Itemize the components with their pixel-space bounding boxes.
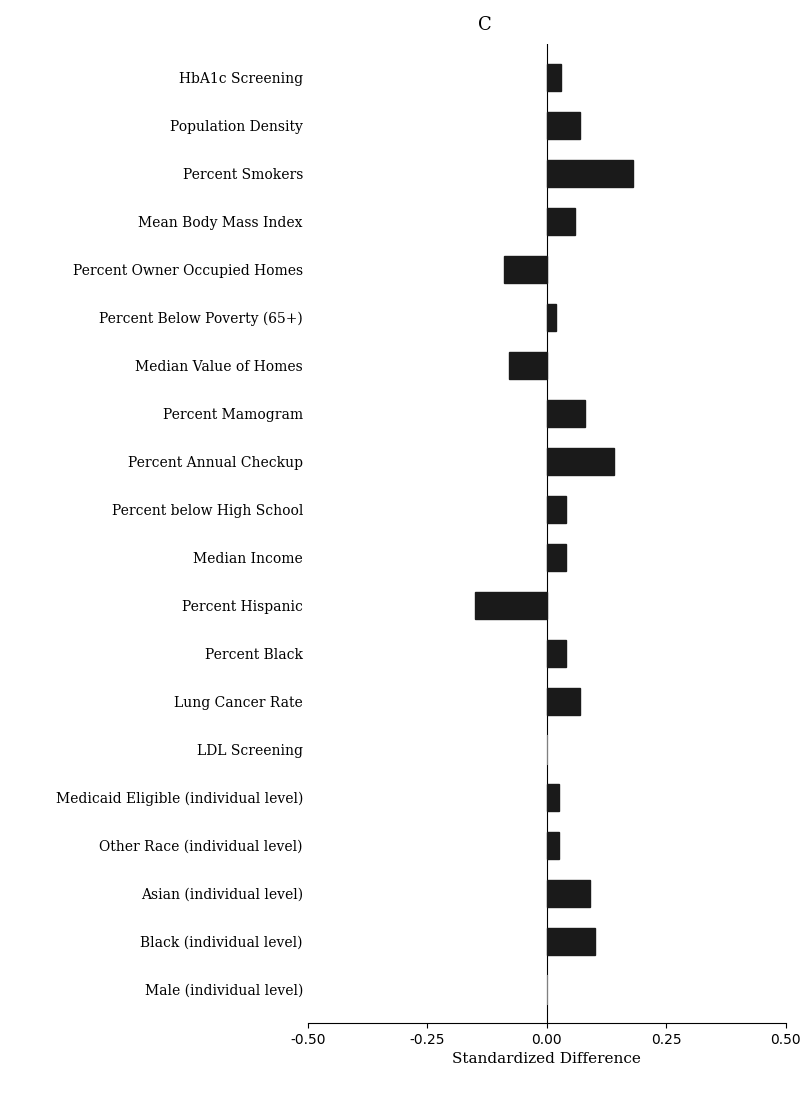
Bar: [547, 640, 566, 667]
Bar: [475, 592, 547, 618]
Bar: [547, 833, 559, 859]
Bar: [547, 208, 575, 234]
Text: C: C: [478, 16, 492, 34]
Bar: [547, 544, 566, 571]
Bar: [547, 928, 595, 955]
Bar: [547, 65, 561, 91]
Bar: [547, 689, 580, 715]
Bar: [547, 112, 580, 139]
Bar: [547, 400, 585, 427]
Bar: [547, 305, 556, 331]
X-axis label: Standardized Difference: Standardized Difference: [452, 1053, 642, 1066]
Bar: [504, 256, 547, 283]
Bar: [547, 880, 590, 906]
Bar: [547, 496, 566, 522]
Bar: [509, 352, 547, 378]
Bar: [547, 449, 614, 475]
Bar: [547, 784, 559, 811]
Bar: [547, 161, 633, 187]
